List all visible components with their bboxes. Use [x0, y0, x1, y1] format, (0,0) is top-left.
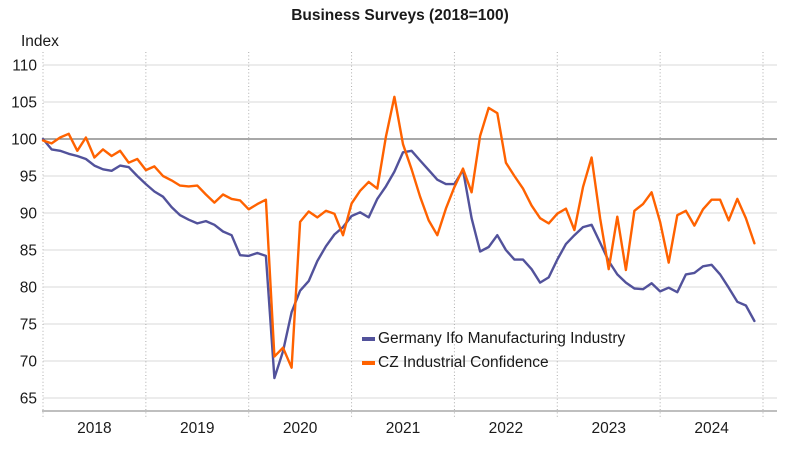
- legend-dash-germany: [362, 337, 375, 341]
- x-tick-label: 2019: [180, 420, 214, 437]
- y-tick-label: 75: [20, 317, 37, 334]
- x-tick-label: 2018: [77, 420, 111, 437]
- x-tick-label: 2021: [386, 420, 420, 437]
- y-tick-label: 110: [12, 58, 37, 75]
- legend-label-germany: Germany Ifo Manufacturing Industry: [378, 330, 626, 347]
- y-tick-label: 90: [20, 206, 38, 223]
- legend-item-germany-ifo: Germany Ifo Manufacturing Industry: [362, 327, 625, 351]
- y-tick-label: 105: [11, 95, 37, 112]
- chart-title: Business Surveys (2018=100): [291, 7, 509, 24]
- y-tick-label: 100: [11, 132, 37, 149]
- legend-label-cz: CZ Industrial Confidence: [378, 354, 549, 371]
- x-tick-label: 2024: [694, 420, 729, 437]
- x-tick-label: 2022: [489, 420, 523, 437]
- y-tick-label: 70: [20, 354, 38, 371]
- x-tick-label: 2023: [591, 420, 625, 437]
- series-line-germany-ifo: [41, 137, 756, 380]
- legend-item-cz-confidence: CZ Industrial Confidence: [362, 351, 625, 375]
- y-tick-label: 80: [20, 280, 38, 297]
- chart-legend: Germany Ifo Manufacturing Industry CZ In…: [362, 327, 625, 375]
- y-tick-label: 85: [20, 243, 37, 260]
- y-axis-unit-label: Index: [21, 33, 59, 50]
- legend-dash-cz: [362, 361, 375, 365]
- series-line-cz-confidence: [41, 95, 756, 369]
- y-tick-label: 95: [20, 169, 37, 186]
- y-tick-label: 65: [20, 391, 37, 408]
- x-tick-label: 2020: [283, 420, 318, 437]
